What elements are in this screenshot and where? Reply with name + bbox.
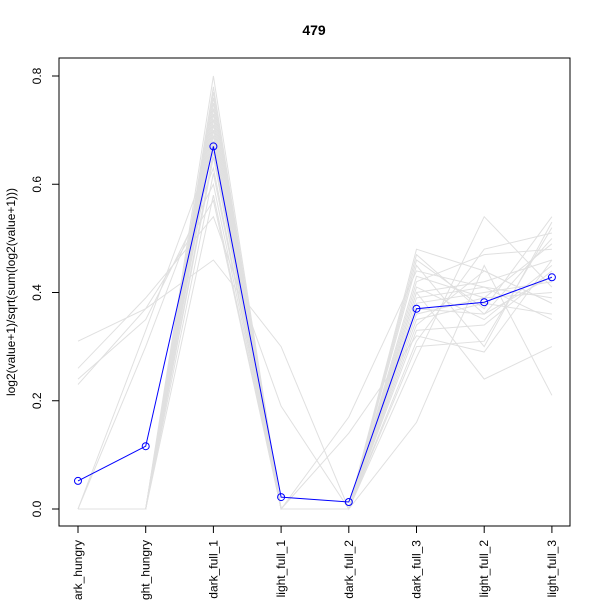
highlight-point-3 — [209, 142, 218, 151]
x-tick-label-5: dark_full_2 — [342, 540, 356, 599]
background-series-line-4 — [78, 130, 553, 510]
background-series-line-7 — [78, 75, 553, 510]
chart-title: 479 — [302, 22, 326, 38]
x-tick-label-8: light_full_3 — [545, 540, 559, 598]
x-tick-label-2: light_hungry — [139, 540, 153, 600]
background-series-line-20 — [77, 182, 553, 511]
x-tick-label-1: dark_hungry — [71, 540, 85, 600]
background-series-line-19 — [77, 215, 553, 511]
highlight-point-5 — [344, 498, 353, 506]
x-tick-label-6: dark_full_3 — [410, 540, 424, 599]
background-series-line-14 — [78, 124, 553, 510]
x-tick-label-7: light_full_2 — [477, 540, 491, 598]
background-series-line-5 — [78, 108, 553, 510]
y-tick-label-3: 0.4 — [30, 284, 44, 301]
highlight-series-line — [77, 146, 553, 503]
highlight-series — [74, 142, 556, 506]
highlight-point-6 — [412, 304, 421, 313]
y-axis-label: log2(value+1)/sqrt(sum(log2(value+1))) — [4, 188, 18, 396]
y-tick-label-2: 0.2 — [30, 392, 44, 409]
background-series-line-22 — [77, 144, 553, 510]
y-tick-label-4: 0.6 — [30, 176, 44, 193]
axes: 0.0 0.2 0.4 0.6 0.8 dark_hungry light_hungry da… — [30, 67, 559, 600]
background-lines — [77, 75, 553, 511]
y-tick-label-1: 0.0 — [30, 500, 44, 517]
background-series-line-15 — [78, 157, 553, 511]
highlight-point-1 — [74, 476, 82, 485]
background-series-line-8 — [78, 151, 552, 510]
x-tick-label-3: dark_full_1 — [206, 540, 220, 599]
highlight-point-2 — [141, 442, 150, 451]
y-tick-label-5: 0.8 — [30, 67, 44, 84]
highlight-point-7 — [480, 298, 489, 307]
highlight-point-4 — [277, 493, 286, 502]
highlight-point-8 — [547, 273, 556, 282]
x-tick-label-4: light_full_1 — [274, 540, 288, 598]
plot-frame — [58, 57, 571, 527]
background-series-line-11 — [78, 194, 553, 510]
